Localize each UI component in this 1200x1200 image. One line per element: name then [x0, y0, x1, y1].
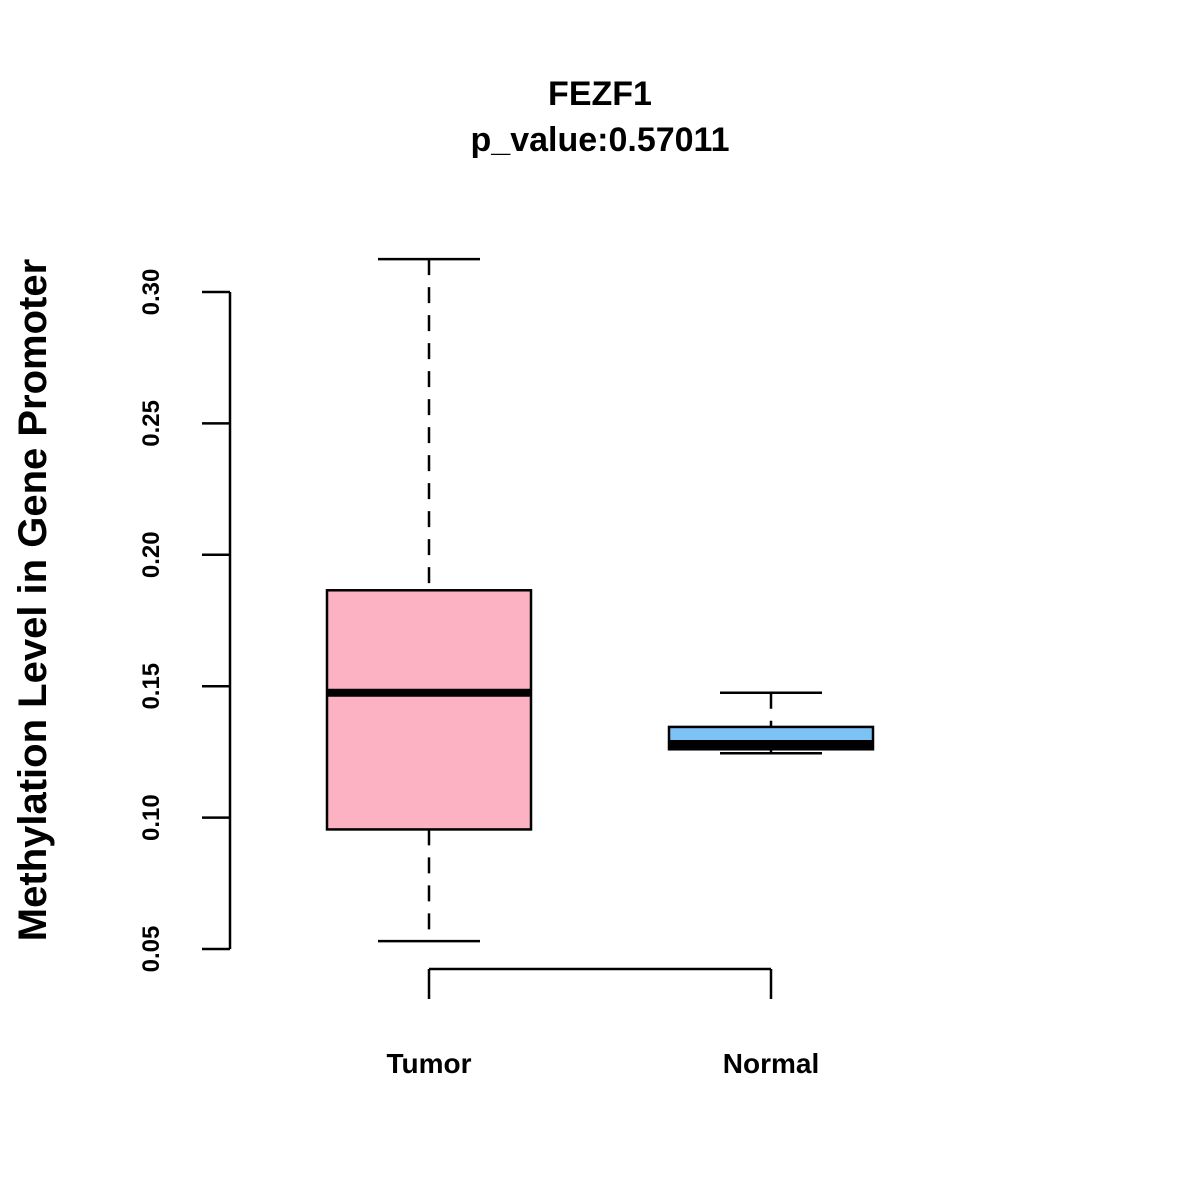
iqr-box [325, 589, 533, 831]
box-series [325, 257, 875, 943]
y-tick-label: 0.15 [138, 663, 165, 710]
y-axis-label: Methylation Level in Gene Promoter [11, 259, 55, 941]
y-tick-label: 0.05 [138, 926, 165, 973]
box-group-tumor [325, 257, 533, 943]
y-tick-label: 0.10 [138, 794, 165, 841]
y-axis: 0.05 0.10 0.15 0.20 0.25 0.30 [138, 269, 232, 973]
y-tick-label: 0.30 [138, 269, 165, 316]
chart-title: FEZF1 [548, 75, 652, 113]
comparison-bracket [427, 967, 773, 999]
y-tick-label: 0.25 [138, 400, 165, 447]
category-label-normal: Normal [723, 1048, 819, 1079]
box-group-normal [667, 691, 875, 755]
category-label-tumor: Tumor [386, 1048, 471, 1079]
y-tick-label: 0.20 [138, 531, 165, 578]
chart-subtitle: p_value:0.57011 [471, 121, 730, 159]
x-axis-category-labels: Tumor Normal [386, 1048, 819, 1079]
